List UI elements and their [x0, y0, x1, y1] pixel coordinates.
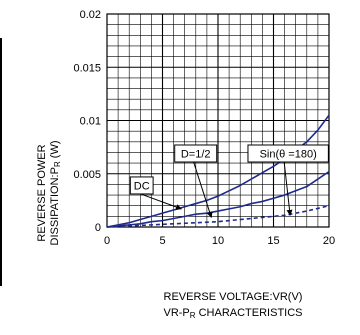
y-axis-label-line-1: REVERSE POWER — [36, 144, 48, 241]
x-tick-labels: 0 5 10 15 20 — [104, 235, 335, 247]
y-axis-label-unit: (W) — [49, 141, 61, 162]
annotation-box-sin-180 — [247, 144, 329, 163]
plot-frame — [106, 13, 330, 228]
y-tick-label: 0.01 — [80, 116, 101, 128]
x-tick-label: 15 — [267, 235, 279, 247]
x-tick-label: 10 — [212, 235, 224, 247]
y-tick-label: 0.02 — [80, 9, 101, 21]
y-tick-labels: 0 0.005 0.01 0.015 0.02 — [73, 9, 101, 234]
annotation-arrow-dc — [140, 193, 182, 210]
annotation-arrow-d-1-2 — [193, 161, 213, 218]
annotation-box-dc — [129, 176, 154, 195]
annotation-arrow-sin-180 — [283, 161, 293, 216]
annotation-label-sin-180: Sin(θ =180) — [260, 148, 317, 160]
x-tick-label: 20 — [323, 235, 335, 247]
chart-caption: VR-PR CHARACTERISTICS — [163, 307, 302, 320]
caption-subscript: R — [190, 311, 196, 320]
annotation-label-dc: DC — [134, 180, 150, 192]
y-tick-label: 0.015 — [73, 62, 101, 74]
y-axis-label-main: DISSIPATION:P — [49, 167, 61, 245]
x-tick-label: 5 — [159, 235, 165, 247]
series-line-d-1-2 — [106, 170, 330, 228]
annotation-label-d-1-2: D=1/2 — [181, 148, 211, 160]
caption-main: VR-P — [163, 307, 189, 319]
major-grid — [107, 14, 329, 227]
series-annotations: DC D=1/2 Sin(θ =180) — [129, 144, 329, 218]
x-tick-label: 0 — [104, 235, 110, 247]
left-border-rule — [0, 38, 2, 286]
y-axis-label-line-2: DISSIPATION:PR (W) — [49, 141, 62, 246]
x-axis-label: REVERSE VOLTAGE:VR(V) — [164, 291, 303, 303]
caption-rest: CHARACTERISTICS — [196, 307, 303, 319]
y-axis-label-subscript: R — [53, 161, 62, 167]
y-tick-label: 0 — [95, 222, 101, 234]
y-tick-label: 0.005 — [73, 169, 101, 181]
annotation-box-d-1-2 — [174, 144, 218, 163]
